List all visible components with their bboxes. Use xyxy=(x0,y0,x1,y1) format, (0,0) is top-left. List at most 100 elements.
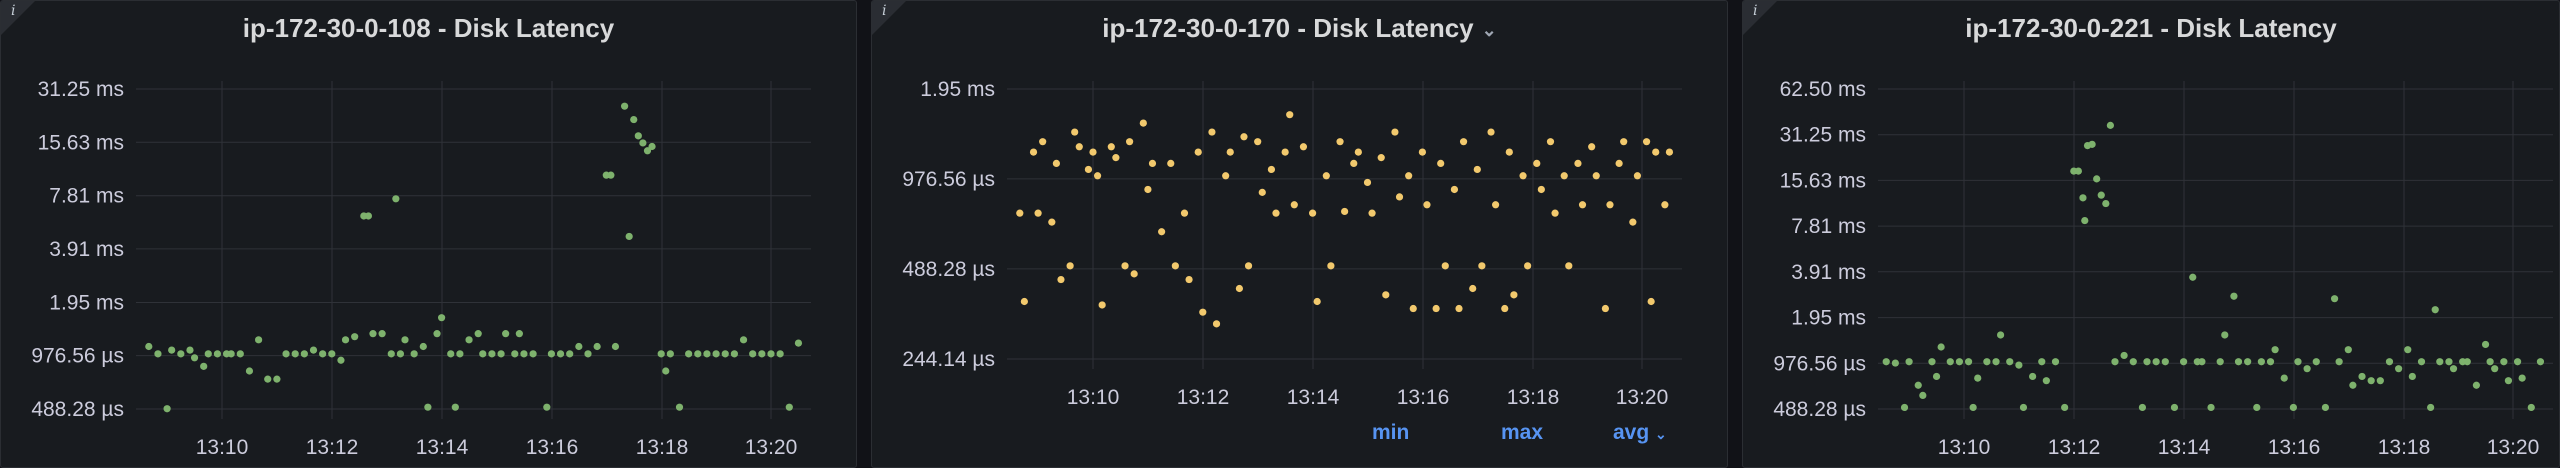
panel-disk-latency-221[interactable]: i ip-172-30-0-221 - Disk Latency 62.50 m… xyxy=(1742,0,2560,468)
data-point xyxy=(424,403,432,411)
data-point xyxy=(2079,194,2087,202)
data-point xyxy=(2234,358,2243,366)
y-tick-label: 976.56 µs xyxy=(31,345,124,368)
data-point xyxy=(1180,209,1189,217)
data-point xyxy=(1112,154,1120,162)
x-tick-label: 13:20 xyxy=(745,436,798,459)
panel-info-corner[interactable]: i xyxy=(1743,1,1777,35)
data-point xyxy=(2081,216,2089,225)
panel-title-text[interactable]: ip-172-30-0-108 - Disk Latency xyxy=(242,13,615,43)
data-point xyxy=(255,336,263,344)
data-point xyxy=(2266,358,2275,366)
legend-avg-label[interactable]: avg xyxy=(1613,421,1650,444)
panel-title[interactable]: ip-172-30-0-108 - Disk Latency xyxy=(1,13,856,44)
panel-disk-latency-108[interactable]: i ip-172-30-0-108 - Disk Latency 31.25 m… xyxy=(0,0,857,468)
data-point xyxy=(694,350,702,358)
data-point xyxy=(2321,403,2330,412)
chart-svg: 62.50 ms 31.25 ms 15.63 ms 7.81 ms 3.91 ms 1.… xyxy=(1773,78,2553,459)
data-point xyxy=(300,350,308,358)
data-point xyxy=(168,346,176,354)
data-point xyxy=(1171,262,1179,270)
data-point xyxy=(1084,165,1093,174)
legend-avg[interactable]: avg ⌄ xyxy=(1613,421,1667,445)
data-point xyxy=(639,139,647,147)
panel-info-corner[interactable]: i xyxy=(1,1,35,35)
panel-title-text[interactable]: ip-172-30-0-170 - Disk Latency xyxy=(1102,13,1474,43)
data-point xyxy=(1272,209,1280,217)
data-point xyxy=(479,350,487,358)
y-tick-label: 1.95 ms xyxy=(920,78,995,101)
data-point xyxy=(2019,403,2028,412)
data-point xyxy=(2106,121,2114,129)
data-point xyxy=(1615,159,1623,167)
data-point xyxy=(1487,128,1495,136)
data-point xyxy=(2536,358,2545,366)
data-point xyxy=(369,330,377,338)
data-point xyxy=(1222,172,1230,180)
data-point xyxy=(2198,358,2206,366)
data-point xyxy=(1185,275,1193,284)
data-point xyxy=(2349,381,2357,389)
data-point xyxy=(1928,358,1936,366)
data-point xyxy=(1891,359,1899,367)
x-tick-label: 13:18 xyxy=(636,436,689,459)
info-icon[interactable]: i xyxy=(1753,3,1758,19)
data-point xyxy=(648,142,656,151)
info-icon[interactable]: i xyxy=(882,3,887,19)
data-point xyxy=(776,350,784,358)
data-point xyxy=(1048,218,1056,226)
data-point xyxy=(1964,358,1973,366)
legend-min[interactable]: min xyxy=(1372,421,1410,444)
data-point xyxy=(447,350,455,358)
data-point xyxy=(2408,372,2416,381)
data-point xyxy=(1409,304,1417,313)
chevron-down-icon[interactable]: ⌄ xyxy=(1481,19,1497,40)
panel-title[interactable]: ip-172-30-0-221 - Disk Latency xyxy=(1743,13,2559,44)
data-point xyxy=(634,132,642,140)
data-point xyxy=(566,350,574,358)
data-point xyxy=(282,350,290,358)
panel-info-corner[interactable]: i xyxy=(872,1,906,35)
data-point xyxy=(1974,374,1982,382)
x-tick-label: 13:10 xyxy=(1067,386,1120,409)
panel-disk-latency-170[interactable]: i ip-172-30-0-170 - Disk Latency ⌄ 1.95 m… xyxy=(871,0,1728,468)
data-point xyxy=(2111,358,2119,366)
data-point xyxy=(1418,148,1426,156)
data-point xyxy=(1606,201,1614,209)
data-point xyxy=(749,350,757,358)
data-point xyxy=(1652,148,1660,156)
y-tick-label: 62.50 ms xyxy=(1780,78,1866,101)
data-point xyxy=(488,350,496,358)
data-point xyxy=(2093,175,2101,183)
data-point xyxy=(625,232,633,241)
data-point xyxy=(186,346,194,354)
x-tick-label: 13:16 xyxy=(1397,386,1450,409)
data-point xyxy=(1578,201,1587,209)
info-icon[interactable]: i xyxy=(11,3,16,19)
x-tick-label: 13:12 xyxy=(306,436,359,459)
data-point xyxy=(2463,358,2471,366)
data-point xyxy=(2427,403,2435,412)
panel-title[interactable]: ip-172-30-0-170 - Disk Latency ⌄ xyxy=(872,13,1727,44)
data-point xyxy=(556,350,565,358)
data-point xyxy=(520,350,528,358)
data-point xyxy=(309,346,318,354)
data-point xyxy=(1997,331,2005,339)
data-point xyxy=(190,354,199,362)
data-point xyxy=(657,350,665,358)
x-tick-label: 13:16 xyxy=(2268,436,2321,459)
data-point xyxy=(497,350,505,358)
data-point xyxy=(1642,138,1651,146)
chevron-down-icon[interactable]: ⌄ xyxy=(1655,426,1667,442)
legend-max[interactable]: max xyxy=(1501,421,1544,444)
data-point xyxy=(1194,148,1202,156)
data-point xyxy=(177,350,185,358)
data-point xyxy=(2385,358,2394,366)
data-point xyxy=(2335,358,2343,366)
data-point xyxy=(2207,403,2215,412)
data-point xyxy=(433,330,441,338)
y-tick-label: 15.63 ms xyxy=(1780,169,1866,192)
panel-title-text[interactable]: ip-172-30-0-221 - Disk Latency xyxy=(1965,13,2337,43)
data-point xyxy=(703,350,711,358)
data-point xyxy=(1592,172,1600,180)
